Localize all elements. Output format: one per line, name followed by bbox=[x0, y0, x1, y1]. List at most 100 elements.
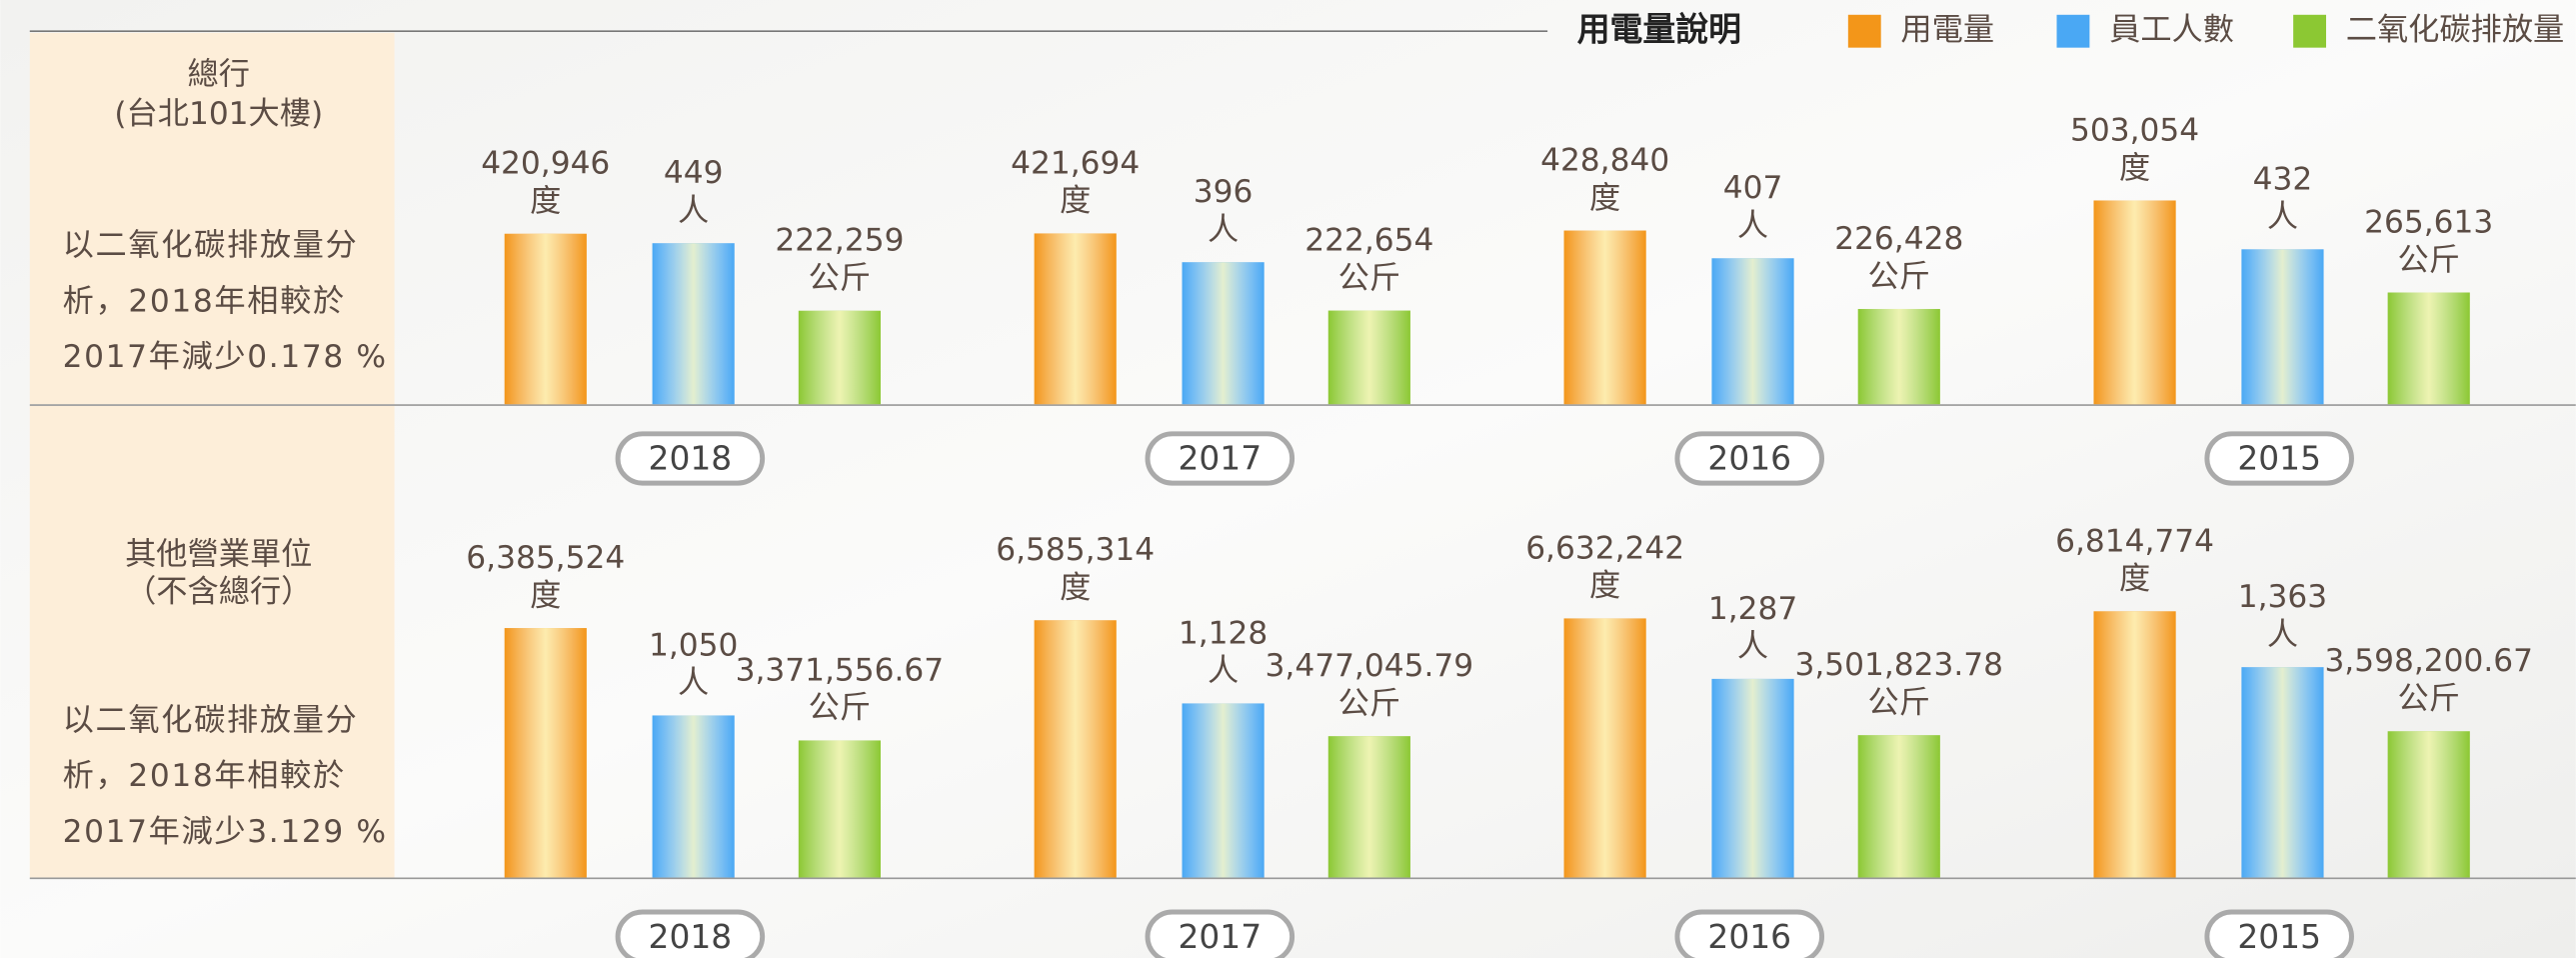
x-tick-label: 2018 bbox=[649, 439, 733, 478]
legend-title: 用電量說明 bbox=[1577, 10, 1741, 49]
value-unit: 公斤 bbox=[1338, 686, 1400, 722]
value-label: 503,054 bbox=[2070, 112, 2199, 148]
x-tick-label: 2015 bbox=[2237, 917, 2321, 956]
bar-shine bbox=[504, 233, 587, 405]
bar-shine bbox=[1327, 310, 1410, 405]
bar-shine bbox=[652, 243, 735, 405]
year-pill bbox=[1674, 431, 1825, 486]
value-unit: 度 bbox=[1589, 568, 1620, 604]
value-label: 222,654 bbox=[1304, 223, 1433, 259]
year-pill bbox=[1145, 431, 1295, 486]
value-label: 3,598,200.67 bbox=[2324, 643, 2533, 679]
value-unit: 公斤 bbox=[2397, 242, 2459, 278]
value-label: 265,613 bbox=[2364, 204, 2493, 240]
bar-shine bbox=[1857, 308, 1940, 405]
x-tick-label: 2017 bbox=[1178, 439, 1262, 478]
value-label: 3,501,823.78 bbox=[1795, 647, 2004, 683]
value-unit: 度 bbox=[1060, 183, 1091, 219]
bar-shine bbox=[2241, 667, 2324, 878]
value-unit: 人 bbox=[1737, 208, 1768, 244]
bar-shine bbox=[1857, 735, 1940, 878]
value-unit: 公斤 bbox=[1868, 685, 1930, 721]
bar-shine bbox=[798, 740, 881, 878]
x-tick-label: 2015 bbox=[2237, 439, 2321, 478]
bar-shine bbox=[1711, 258, 1794, 405]
value-unit: 度 bbox=[530, 184, 561, 220]
bar-shine bbox=[1034, 620, 1117, 878]
value-unit: 度 bbox=[1589, 180, 1620, 216]
x-tick-label: 2016 bbox=[1707, 439, 1791, 478]
panel-title: 其他營業單位 bbox=[125, 536, 312, 572]
value-unit: 人 bbox=[2267, 199, 2298, 235]
value-label: 6,585,314 bbox=[996, 532, 1155, 568]
panel-note: 析，2018年相較於 bbox=[63, 758, 346, 794]
bar-shine bbox=[504, 628, 587, 878]
value-label: 6,814,774 bbox=[2055, 523, 2214, 559]
value-label: 6,632,242 bbox=[1525, 530, 1684, 566]
value-label: 420,946 bbox=[481, 146, 610, 182]
value-unit: 人 bbox=[678, 665, 709, 701]
value-label: 1,128 bbox=[1179, 615, 1268, 651]
value-label: 3,477,045.79 bbox=[1266, 648, 1474, 684]
bar-shine bbox=[1034, 233, 1117, 405]
value-label: 407 bbox=[1723, 170, 1783, 206]
value-unit: 公斤 bbox=[809, 690, 871, 726]
value-label: 449 bbox=[664, 155, 724, 191]
bar-shine bbox=[2387, 731, 2470, 878]
legend-swatch bbox=[2293, 14, 2327, 48]
year-pill bbox=[615, 431, 766, 486]
value-unit: 人 bbox=[1208, 653, 1239, 689]
value-label: 3,371,556.67 bbox=[736, 652, 945, 688]
legend-swatch bbox=[1847, 14, 1881, 48]
panel-note: 以二氧化碳排放量分 bbox=[63, 227, 359, 263]
x-tick-label: 2017 bbox=[1178, 917, 1262, 956]
value-unit: 度 bbox=[2119, 150, 2150, 186]
value-unit: 公斤 bbox=[1868, 259, 1930, 295]
bar-shine bbox=[652, 715, 735, 878]
x-tick-label: 2018 bbox=[649, 917, 733, 956]
bar-shine bbox=[1182, 262, 1265, 405]
value-label: 428,840 bbox=[1540, 143, 1669, 179]
bar-shine bbox=[2093, 200, 2176, 405]
value-unit: 度 bbox=[530, 578, 561, 614]
value-unit: 公斤 bbox=[1338, 260, 1400, 296]
value-unit: 度 bbox=[1060, 570, 1091, 606]
year-pill bbox=[1674, 909, 1825, 958]
value-unit: 公斤 bbox=[809, 261, 871, 297]
value-label: 1,050 bbox=[649, 627, 738, 663]
legend-label: 員工人數 bbox=[2109, 12, 2234, 48]
x-tick-label: 2016 bbox=[1707, 917, 1791, 956]
legend-label: 二氧化碳排放量 bbox=[2346, 12, 2565, 48]
panel-title: （不含總行） bbox=[125, 574, 312, 610]
value-label: 222,259 bbox=[775, 223, 904, 259]
panel-label-box bbox=[29, 405, 395, 878]
value-label: 396 bbox=[1194, 174, 1254, 210]
panel-note: 以二氧化碳排放量分 bbox=[63, 702, 359, 738]
legend-swatch bbox=[2056, 14, 2090, 48]
panel-title: (台北101大樓) bbox=[114, 96, 323, 132]
legend-label: 用電量 bbox=[1900, 12, 1994, 48]
value-unit: 人 bbox=[1208, 212, 1239, 248]
value-unit: 度 bbox=[2119, 561, 2150, 597]
bar-shine bbox=[798, 310, 881, 405]
bar-shine bbox=[1711, 678, 1794, 878]
value-unit: 人 bbox=[1737, 629, 1768, 665]
value-label: 421,694 bbox=[1011, 145, 1140, 181]
bar-shine bbox=[1563, 230, 1646, 405]
bar-shine bbox=[1327, 736, 1410, 878]
year-pill bbox=[615, 909, 766, 958]
value-label: 432 bbox=[2253, 161, 2313, 197]
bar-shine bbox=[2093, 611, 2176, 878]
value-unit: 人 bbox=[678, 193, 709, 229]
value-label: 1,363 bbox=[2238, 579, 2327, 615]
bar-shine bbox=[2241, 249, 2324, 405]
year-pill bbox=[2204, 909, 2354, 958]
panel-note: 析，2018年相較於 bbox=[63, 283, 346, 319]
bar-shine bbox=[2387, 292, 2470, 405]
value-unit: 公斤 bbox=[2397, 681, 2459, 717]
panel-note: 2017年減少3.129 % bbox=[63, 814, 388, 850]
year-pill bbox=[1145, 909, 1295, 958]
value-unit: 人 bbox=[2267, 617, 2298, 653]
